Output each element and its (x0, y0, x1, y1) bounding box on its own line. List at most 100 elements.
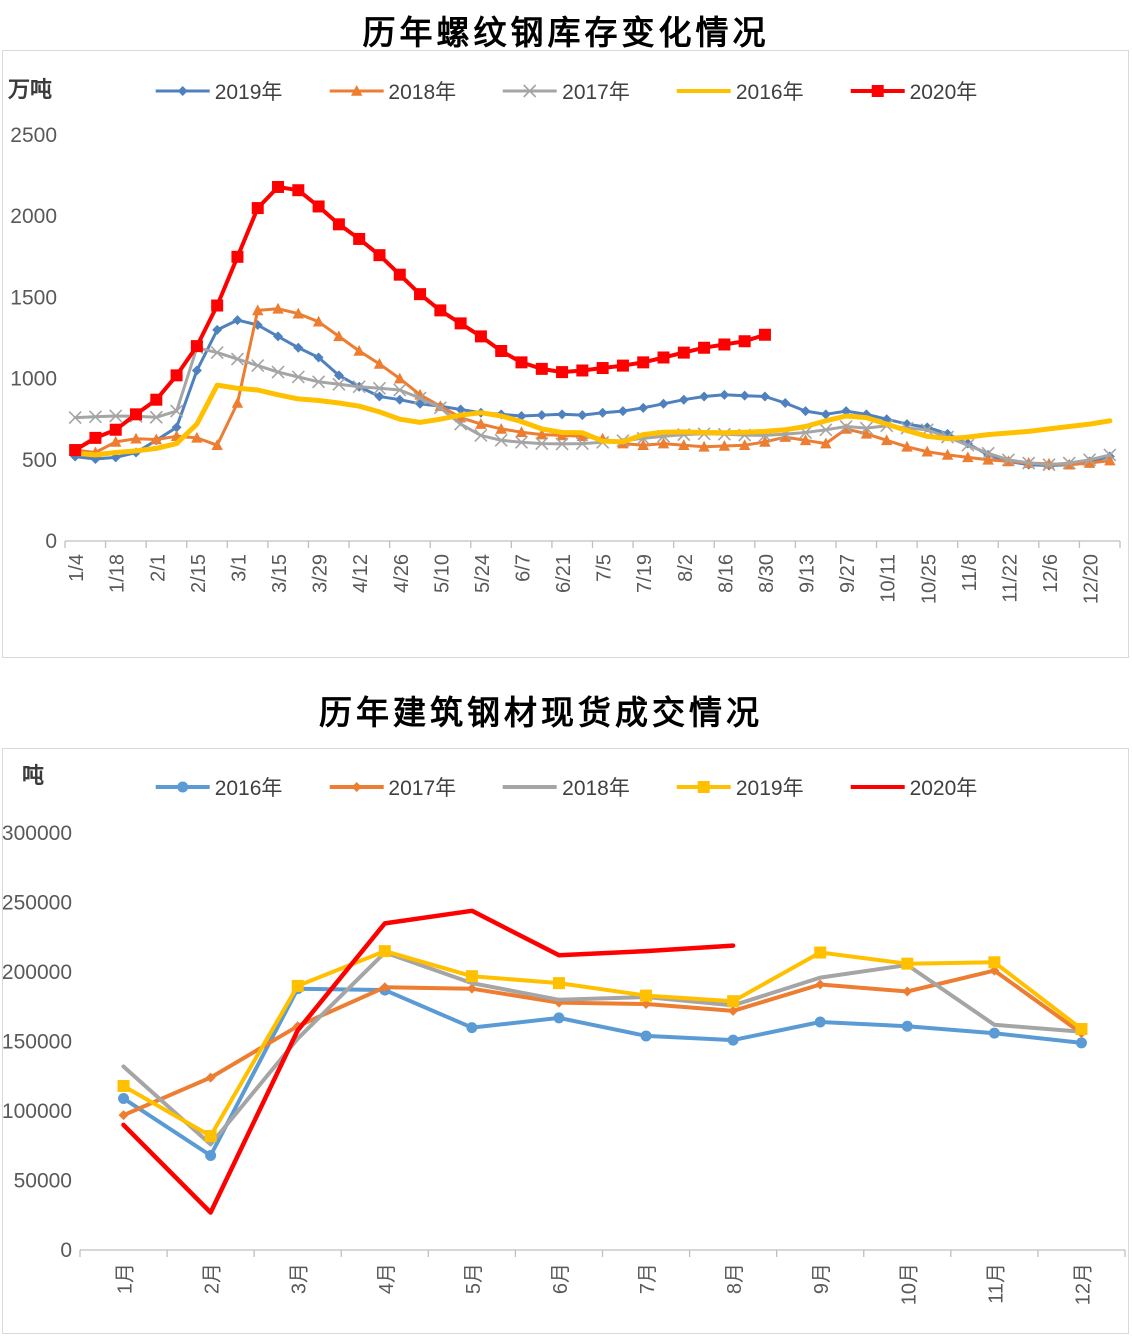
legend-marker-square (676, 781, 731, 793)
legend-label: 2018年 (388, 81, 457, 104)
legend-label: 2020年 (909, 777, 978, 800)
legend-marker-diamond (329, 782, 384, 792)
svg-text:4月: 4月 (376, 1263, 398, 1294)
bottom-chart-unit-label: 吨 (22, 763, 45, 788)
svg-text:0: 0 (45, 530, 57, 553)
legend-marker-none (503, 785, 558, 789)
svg-text:6月: 6月 (550, 1263, 572, 1294)
svg-text:4/26: 4/26 (391, 554, 413, 593)
bottom-chart-title: 历年建筑钢材现货成交情况 (319, 694, 763, 731)
svg-text:6/7: 6/7 (512, 554, 534, 582)
legend-item-2016年: 2016年 (155, 772, 282, 802)
legend-label: 2020年 (909, 81, 978, 104)
svg-text:200000: 200000 (2, 961, 72, 984)
svg-text:7/19: 7/19 (634, 554, 656, 593)
legend-marker-square (850, 85, 905, 97)
svg-text:1500: 1500 (10, 286, 57, 309)
legend-marker-diamond (155, 86, 210, 96)
legend-label: 2019年 (735, 777, 804, 800)
legend-item-2017年: 2017年 (328, 772, 456, 802)
svg-text:7月: 7月 (637, 1263, 659, 1294)
svg-text:11/8: 11/8 (959, 554, 981, 591)
legend-label: 2018年 (562, 777, 630, 800)
x-axis (64, 540, 1121, 548)
series-2019年 (117, 945, 1088, 1143)
legend-label: 2016年 (735, 81, 804, 104)
svg-text:5/24: 5/24 (472, 554, 494, 593)
legend-item-2016年: 2016年 (676, 76, 804, 106)
svg-text:2/15: 2/15 (188, 554, 210, 593)
x-axis-labels: 1/4 1/18 2/1 2/15 3/1 3/15 3/29 4/12 4/26 5/10 5/2… (66, 554, 1102, 604)
series-2017年 (68, 341, 1117, 472)
svg-text:1/18: 1/18 (107, 554, 129, 593)
legend-label: 2017年 (562, 81, 630, 104)
bottom-chart-area (2, 748, 1129, 1334)
svg-text:4/12: 4/12 (350, 554, 372, 593)
legend-marker-circle (155, 781, 210, 793)
top-chart-unit-label: 万吨 (8, 77, 53, 102)
svg-text:10月: 10月 (898, 1263, 920, 1305)
series-2016年 (118, 983, 1087, 1161)
top-chart-legend: 2019年 2018年 2017年 2016年 2020年 (155, 76, 978, 106)
top-chart-title: 历年螺纹钢库存变化情况 (362, 14, 770, 51)
top-chart-plot: 0 500 1000 1500 2000 2500 1/4 1/18 2/1 2/15 3/1 3/1… (10, 124, 1121, 604)
svg-text:9月: 9月 (811, 1263, 833, 1294)
svg-text:12/6: 12/6 (1040, 554, 1062, 593)
legend-marker-triangle (329, 85, 384, 96)
svg-text:250000: 250000 (2, 892, 72, 915)
svg-text:8/2: 8/2 (675, 554, 697, 582)
svg-text:8月: 8月 (724, 1263, 746, 1294)
svg-text:10/25: 10/25 (918, 554, 940, 604)
series-2020年 (69, 180, 771, 457)
series-2019年 (70, 315, 1115, 471)
legend-item-2020年: 2020年 (850, 76, 978, 106)
legend-marker-none (850, 785, 905, 789)
bottom-chart-legend: 2016年 2017年 2018年 2019年 2020年 (155, 772, 978, 802)
svg-text:3/1: 3/1 (228, 554, 250, 582)
svg-text:2月: 2月 (202, 1263, 224, 1294)
svg-text:2500: 2500 (10, 124, 57, 147)
svg-text:7/5: 7/5 (594, 554, 616, 582)
bottom-chart-plot: 0 50000 100000 150000 200000 250000 300000 1月 2月… (2, 822, 1126, 1305)
svg-text:3/29: 3/29 (310, 554, 332, 593)
legend-label: 2017年 (388, 777, 457, 800)
legend-item-2020年: 2020年 (850, 772, 978, 802)
svg-text:11/22: 11/22 (999, 554, 1021, 603)
svg-text:100000: 100000 (2, 1100, 72, 1123)
legend-label: 2019年 (214, 81, 283, 104)
svg-text:10/11: 10/11 (878, 554, 900, 603)
svg-text:6/21: 6/21 (553, 554, 575, 593)
svg-text:500: 500 (22, 449, 57, 472)
y-axis-labels: 0 500 1000 1500 2000 2500 (10, 124, 57, 553)
svg-text:12月: 12月 (1072, 1263, 1094, 1305)
x-axis-labels: 1月 2月 3月 4月 5月 6月 7月 8月 9月 10月 11月 12月 (115, 1263, 1095, 1305)
legend-item-2019年: 2019年 (155, 76, 283, 106)
svg-text:9/13: 9/13 (797, 554, 819, 593)
svg-text:150000: 150000 (2, 1031, 72, 1054)
svg-text:0: 0 (60, 1239, 72, 1262)
svg-text:1000: 1000 (10, 368, 57, 391)
y-axis-labels: 0 50000 100000 150000 200000 250000 300000 (2, 822, 72, 1262)
legend-item-2017年: 2017年 (502, 76, 630, 106)
svg-text:9/27: 9/27 (837, 554, 859, 593)
svg-text:8/30: 8/30 (756, 554, 778, 593)
svg-text:2/1: 2/1 (147, 554, 169, 582)
svg-text:1/4: 1/4 (66, 554, 88, 582)
svg-text:5/10: 5/10 (431, 554, 453, 593)
svg-text:11月: 11月 (985, 1263, 1007, 1304)
svg-text:50000: 50000 (14, 1170, 72, 1193)
svg-text:2000: 2000 (10, 205, 57, 228)
series-2016年 (72, 382, 1113, 458)
svg-text:300000: 300000 (2, 822, 72, 845)
x-axis (79, 1249, 1126, 1257)
legend-item-2019年: 2019年 (676, 772, 804, 802)
svg-text:5月: 5月 (463, 1263, 485, 1294)
svg-text:3/15: 3/15 (269, 554, 291, 593)
legend-marker-none (676, 89, 731, 93)
series-2020年 (121, 908, 736, 1215)
legend-item-2018年: 2018年 (328, 76, 456, 106)
legend-item-2018年: 2018年 (502, 772, 630, 802)
svg-text:12/20: 12/20 (1081, 554, 1103, 604)
svg-text:1月: 1月 (115, 1263, 137, 1294)
